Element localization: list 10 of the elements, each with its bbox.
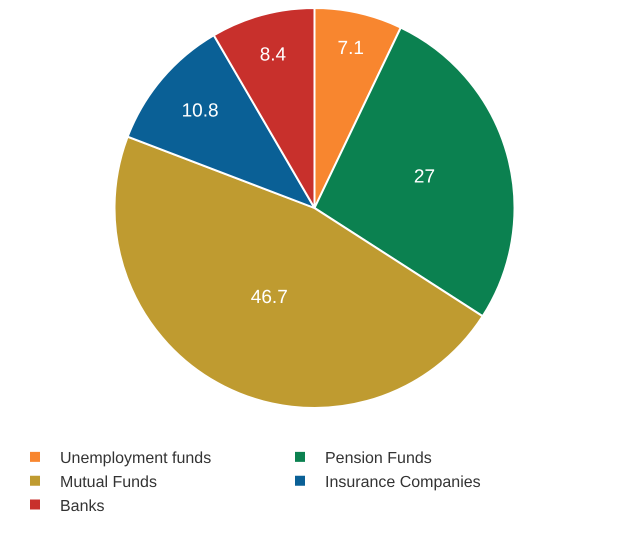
legend-label: Unemployment funds [60,450,212,468]
legend-label: Pension Funds [325,450,432,468]
data-label: 46.7 [250,286,288,308]
data-label: 8.4 [260,44,287,66]
legend-label: Insurance Companies [325,474,481,491]
data-label: 10.8 [182,100,219,122]
data-label: 7.1 [338,38,364,59]
legend-label: Mutual Funds [60,474,157,491]
data-label: 27 [414,166,436,188]
legend-label: Banks [60,498,104,515]
